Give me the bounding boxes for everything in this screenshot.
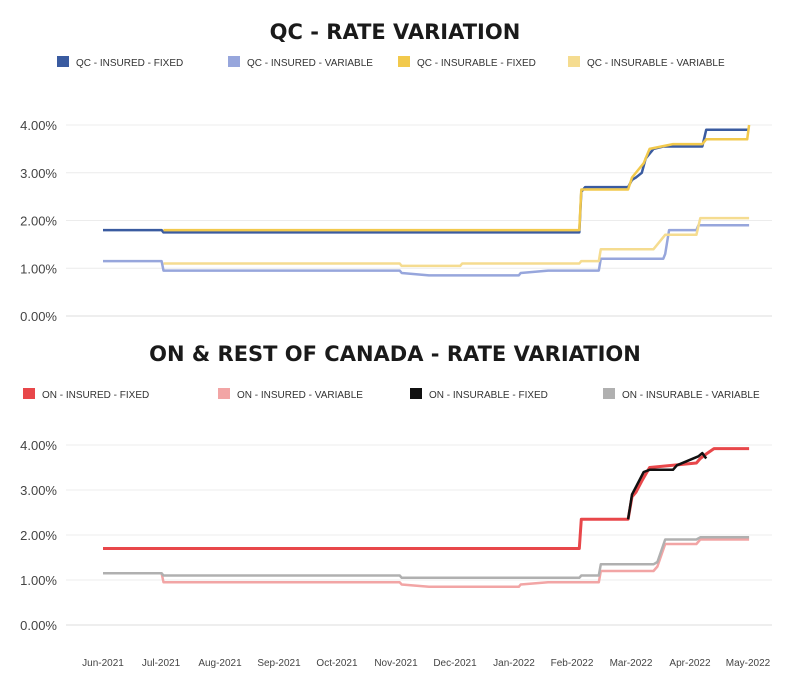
- y-tick-label: 1.00%: [20, 573, 57, 588]
- x-tick-label: Aug-2021: [198, 658, 242, 669]
- y-tick-label: 4.00%: [20, 118, 57, 133]
- legend-swatch: [568, 56, 580, 67]
- x-axis: Jun-2021 Jul-2021 Aug-2021 Sep-2021 Oct-2021…: [82, 658, 771, 669]
- legend-swatch: [23, 388, 35, 399]
- y-tick-label: 0.00%: [20, 618, 57, 633]
- x-tick-label: Oct-2021: [316, 658, 358, 669]
- legend-item-on-insured-variable: ON - INSURED - VARIABLE: [218, 388, 363, 401]
- legend-swatch: [410, 388, 422, 399]
- legend-item-qc-insurable-fixed: QC - INSURABLE - FIXED: [398, 56, 536, 69]
- qc-y-axis: 0.00% 1.00% 2.00% 3.00% 4.00%: [20, 118, 57, 324]
- series-line-on-insured-fixed: [103, 447, 750, 550]
- on-legend: ON - INSURED - FIXED ON - INSURED - VARIA…: [23, 388, 760, 401]
- series-line-on-insurable-fixed: [626, 451, 708, 520]
- legend-label: QC - INSURED - VARIABLE: [247, 58, 373, 69]
- x-tick-label: Jun-2021: [82, 658, 124, 669]
- series-line-qc-insured-variable: [103, 224, 750, 277]
- legend-label: QC - INSURABLE - VARIABLE: [587, 58, 725, 69]
- legend-item-on-insurable-fixed: ON - INSURABLE - FIXED: [410, 388, 548, 401]
- x-tick-label: Feb-2022: [551, 658, 594, 669]
- x-tick-label: Sep-2021: [257, 658, 301, 669]
- series-line-on-insurable-variable: [103, 536, 750, 580]
- y-tick-label: 2.00%: [20, 528, 57, 543]
- legend-label: ON - INSURED - FIXED: [42, 390, 149, 401]
- series-line-on-insured-variable: [103, 538, 750, 589]
- x-tick-label: Nov-2021: [374, 658, 418, 669]
- qc-chart-panel: QC - RATE VARIATION QC - INSURED - FIXED…: [20, 20, 772, 324]
- x-tick-label: May-2022: [726, 658, 771, 669]
- y-tick-label: 0.00%: [20, 309, 57, 324]
- series-line-qc-insured-fixed: [103, 128, 750, 234]
- qc-gridlines: [66, 124, 772, 317]
- legend-swatch: [398, 56, 410, 67]
- y-tick-label: 2.00%: [20, 214, 57, 229]
- x-tick-label: Mar-2022: [610, 658, 653, 669]
- series-line-qc-insurable-variable: [163, 216, 750, 268]
- legend-label: QC - INSURABLE - FIXED: [417, 58, 536, 69]
- x-tick-label: Apr-2022: [669, 658, 711, 669]
- legend-item-qc-insurable-variable: QC - INSURABLE - VARIABLE: [568, 56, 725, 69]
- legend-swatch: [228, 56, 240, 67]
- qc-chart-title: QC - RATE VARIATION: [270, 20, 521, 44]
- on-y-axis: 0.00% 1.00% 2.00% 3.00% 4.00%: [20, 438, 57, 633]
- y-tick-label: 3.00%: [20, 483, 57, 498]
- y-tick-label: 3.00%: [20, 166, 57, 181]
- x-tick-label: Jul-2021: [142, 658, 181, 669]
- legend-label: QC - INSURED - FIXED: [76, 58, 183, 69]
- on-gridlines: [66, 444, 772, 626]
- y-tick-label: 1.00%: [20, 261, 57, 276]
- legend-swatch: [57, 56, 69, 67]
- legend-item-on-insurable-variable: ON - INSURABLE - VARIABLE: [603, 388, 760, 401]
- legend-item-qc-insured-fixed: QC - INSURED - FIXED: [57, 56, 183, 69]
- legend-label: ON - INSURABLE - FIXED: [429, 390, 548, 401]
- on-chart-panel: ON & REST OF CANADA - RATE VARIATION ON …: [20, 342, 772, 669]
- legend-swatch: [603, 388, 615, 399]
- x-tick-label: Jan-2022: [493, 658, 535, 669]
- x-tick-label: Dec-2021: [433, 658, 477, 669]
- on-chart-title: ON & REST OF CANADA - RATE VARIATION: [149, 342, 641, 366]
- legend-label: ON - INSURABLE - VARIABLE: [622, 390, 760, 401]
- legend-item-on-insured-fixed: ON - INSURED - FIXED: [23, 388, 149, 401]
- legend-item-qc-insured-variable: QC - INSURED - VARIABLE: [228, 56, 373, 69]
- y-tick-label: 4.00%: [20, 438, 57, 453]
- series-line-qc-insurable-fixed: [163, 124, 751, 232]
- legend-label: ON - INSURED - VARIABLE: [237, 390, 363, 401]
- legend-swatch: [218, 388, 230, 399]
- on-series-lines: [103, 447, 750, 589]
- qc-legend: QC - INSURED - FIXED QC - INSURED - VARIA…: [57, 56, 725, 69]
- qc-series-lines: [103, 124, 751, 277]
